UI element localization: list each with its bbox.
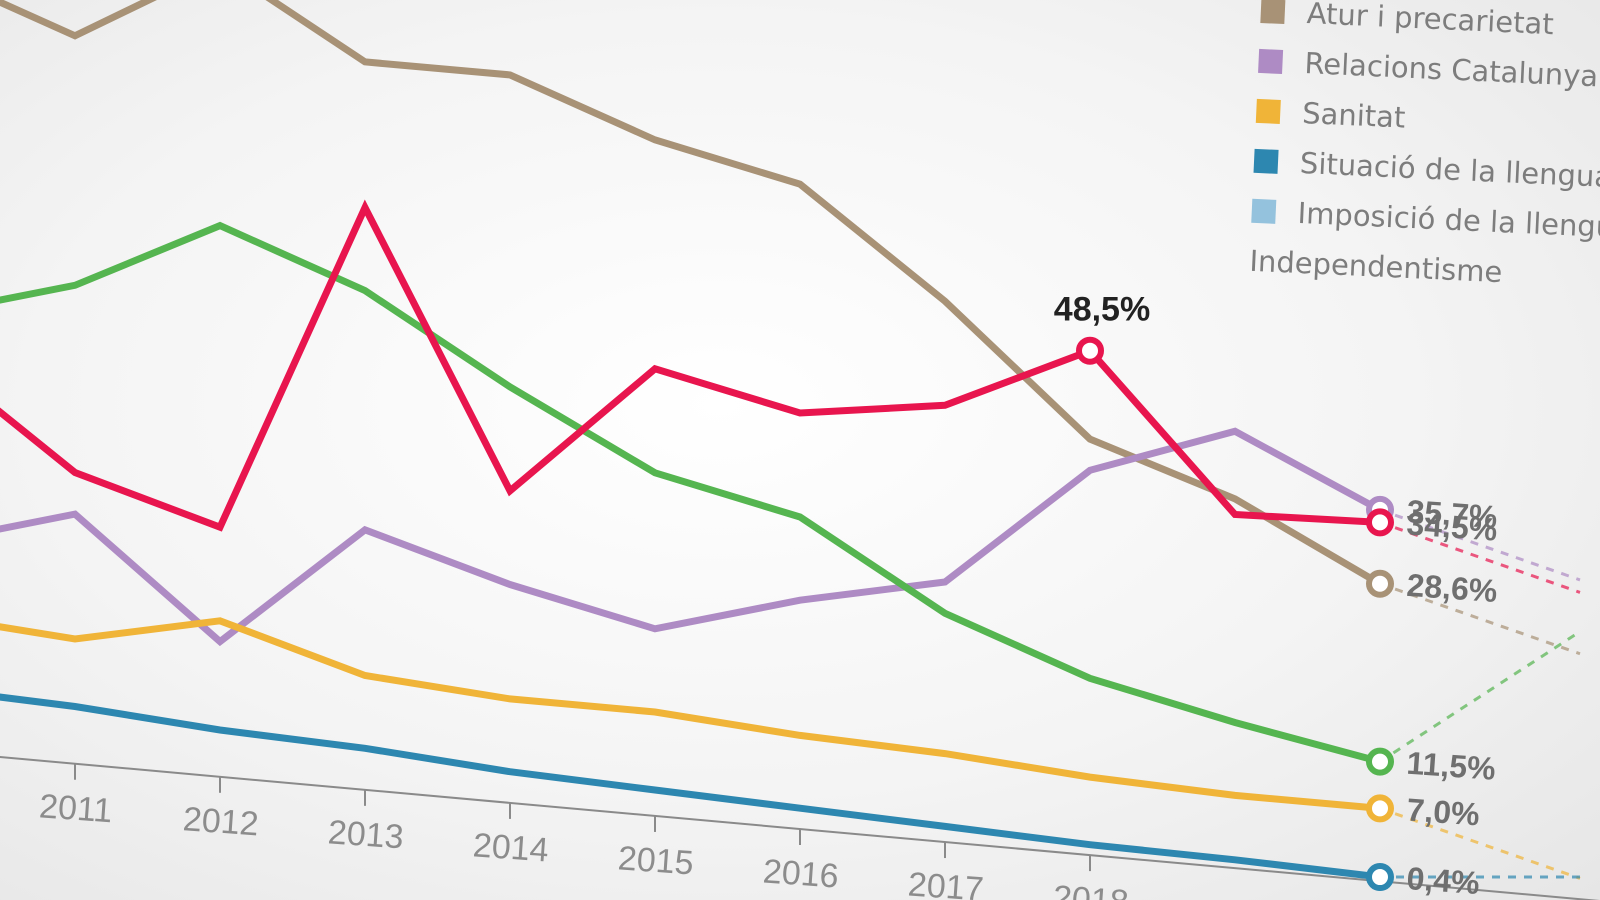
x-tick-label: 2015	[617, 839, 695, 882]
legend-swatch	[1258, 48, 1284, 74]
legend-label: Sanitat	[1301, 95, 1407, 135]
series-line-series-6	[0, 221, 1384, 766]
legend-swatch	[1260, 0, 1286, 25]
series-line-relacions	[0, 427, 1384, 647]
legend-swatch	[1255, 98, 1281, 124]
x-tick-label: 2013	[327, 813, 405, 856]
legend-swatch	[1251, 198, 1277, 224]
x-tick-label: 2017	[907, 865, 985, 900]
projection-line	[1379, 508, 1581, 582]
x-tick-label: 2014	[472, 826, 550, 869]
projection-line	[1379, 582, 1581, 656]
series-line-atur	[0, 0, 1384, 588]
projection-line	[1379, 520, 1581, 594]
x-tick-label: 2011	[38, 787, 114, 830]
end-value-label: 0,4%	[1406, 860, 1481, 900]
peak-point-marker	[1076, 336, 1104, 365]
end-value-label: 7,0%	[1406, 791, 1481, 832]
legend-swatch	[1253, 148, 1279, 174]
end-value-label: 35,7%	[1406, 493, 1499, 535]
x-tick-label: 2016	[762, 852, 840, 895]
peak-value-label: 48,5%	[1054, 291, 1150, 329]
x-tick-label: 2018	[1052, 879, 1130, 900]
projection-line	[1379, 806, 1581, 880]
series-line-situació	[0, 693, 1384, 881]
end-value-label: 11,5%	[1406, 745, 1497, 787]
end-value-label: 34,5%	[1406, 505, 1499, 547]
end-point-marker	[1366, 569, 1394, 598]
x-tick-label: 2012	[182, 800, 260, 843]
end-point-marker	[1366, 863, 1394, 892]
end-value-label: 28,6%	[1406, 567, 1499, 609]
end-point-marker	[1366, 747, 1394, 776]
legend: Atur i precarietat Relacions Catalunya S…	[1248, 0, 1600, 303]
projection-line	[1379, 630, 1581, 763]
end-point-marker	[1366, 508, 1394, 537]
x-axis-line	[0, 755, 1600, 900]
series-line-independentisme	[0, 199, 1384, 532]
legend-label: Independentisme	[1248, 243, 1504, 290]
series-line-sanitat	[0, 617, 1384, 812]
end-point-marker	[1366, 794, 1394, 823]
